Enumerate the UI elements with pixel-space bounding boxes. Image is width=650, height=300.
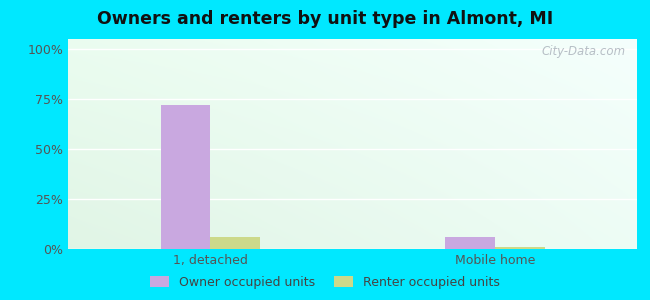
Legend: Owner occupied units, Renter occupied units: Owner occupied units, Renter occupied un… bbox=[146, 271, 504, 294]
Bar bbox=[211, 237, 260, 249]
Bar bbox=[445, 237, 495, 249]
Text: City-Data.com: City-Data.com bbox=[541, 45, 625, 58]
Bar bbox=[495, 247, 545, 249]
Bar bbox=[161, 105, 211, 249]
Text: Owners and renters by unit type in Almont, MI: Owners and renters by unit type in Almon… bbox=[97, 11, 553, 28]
